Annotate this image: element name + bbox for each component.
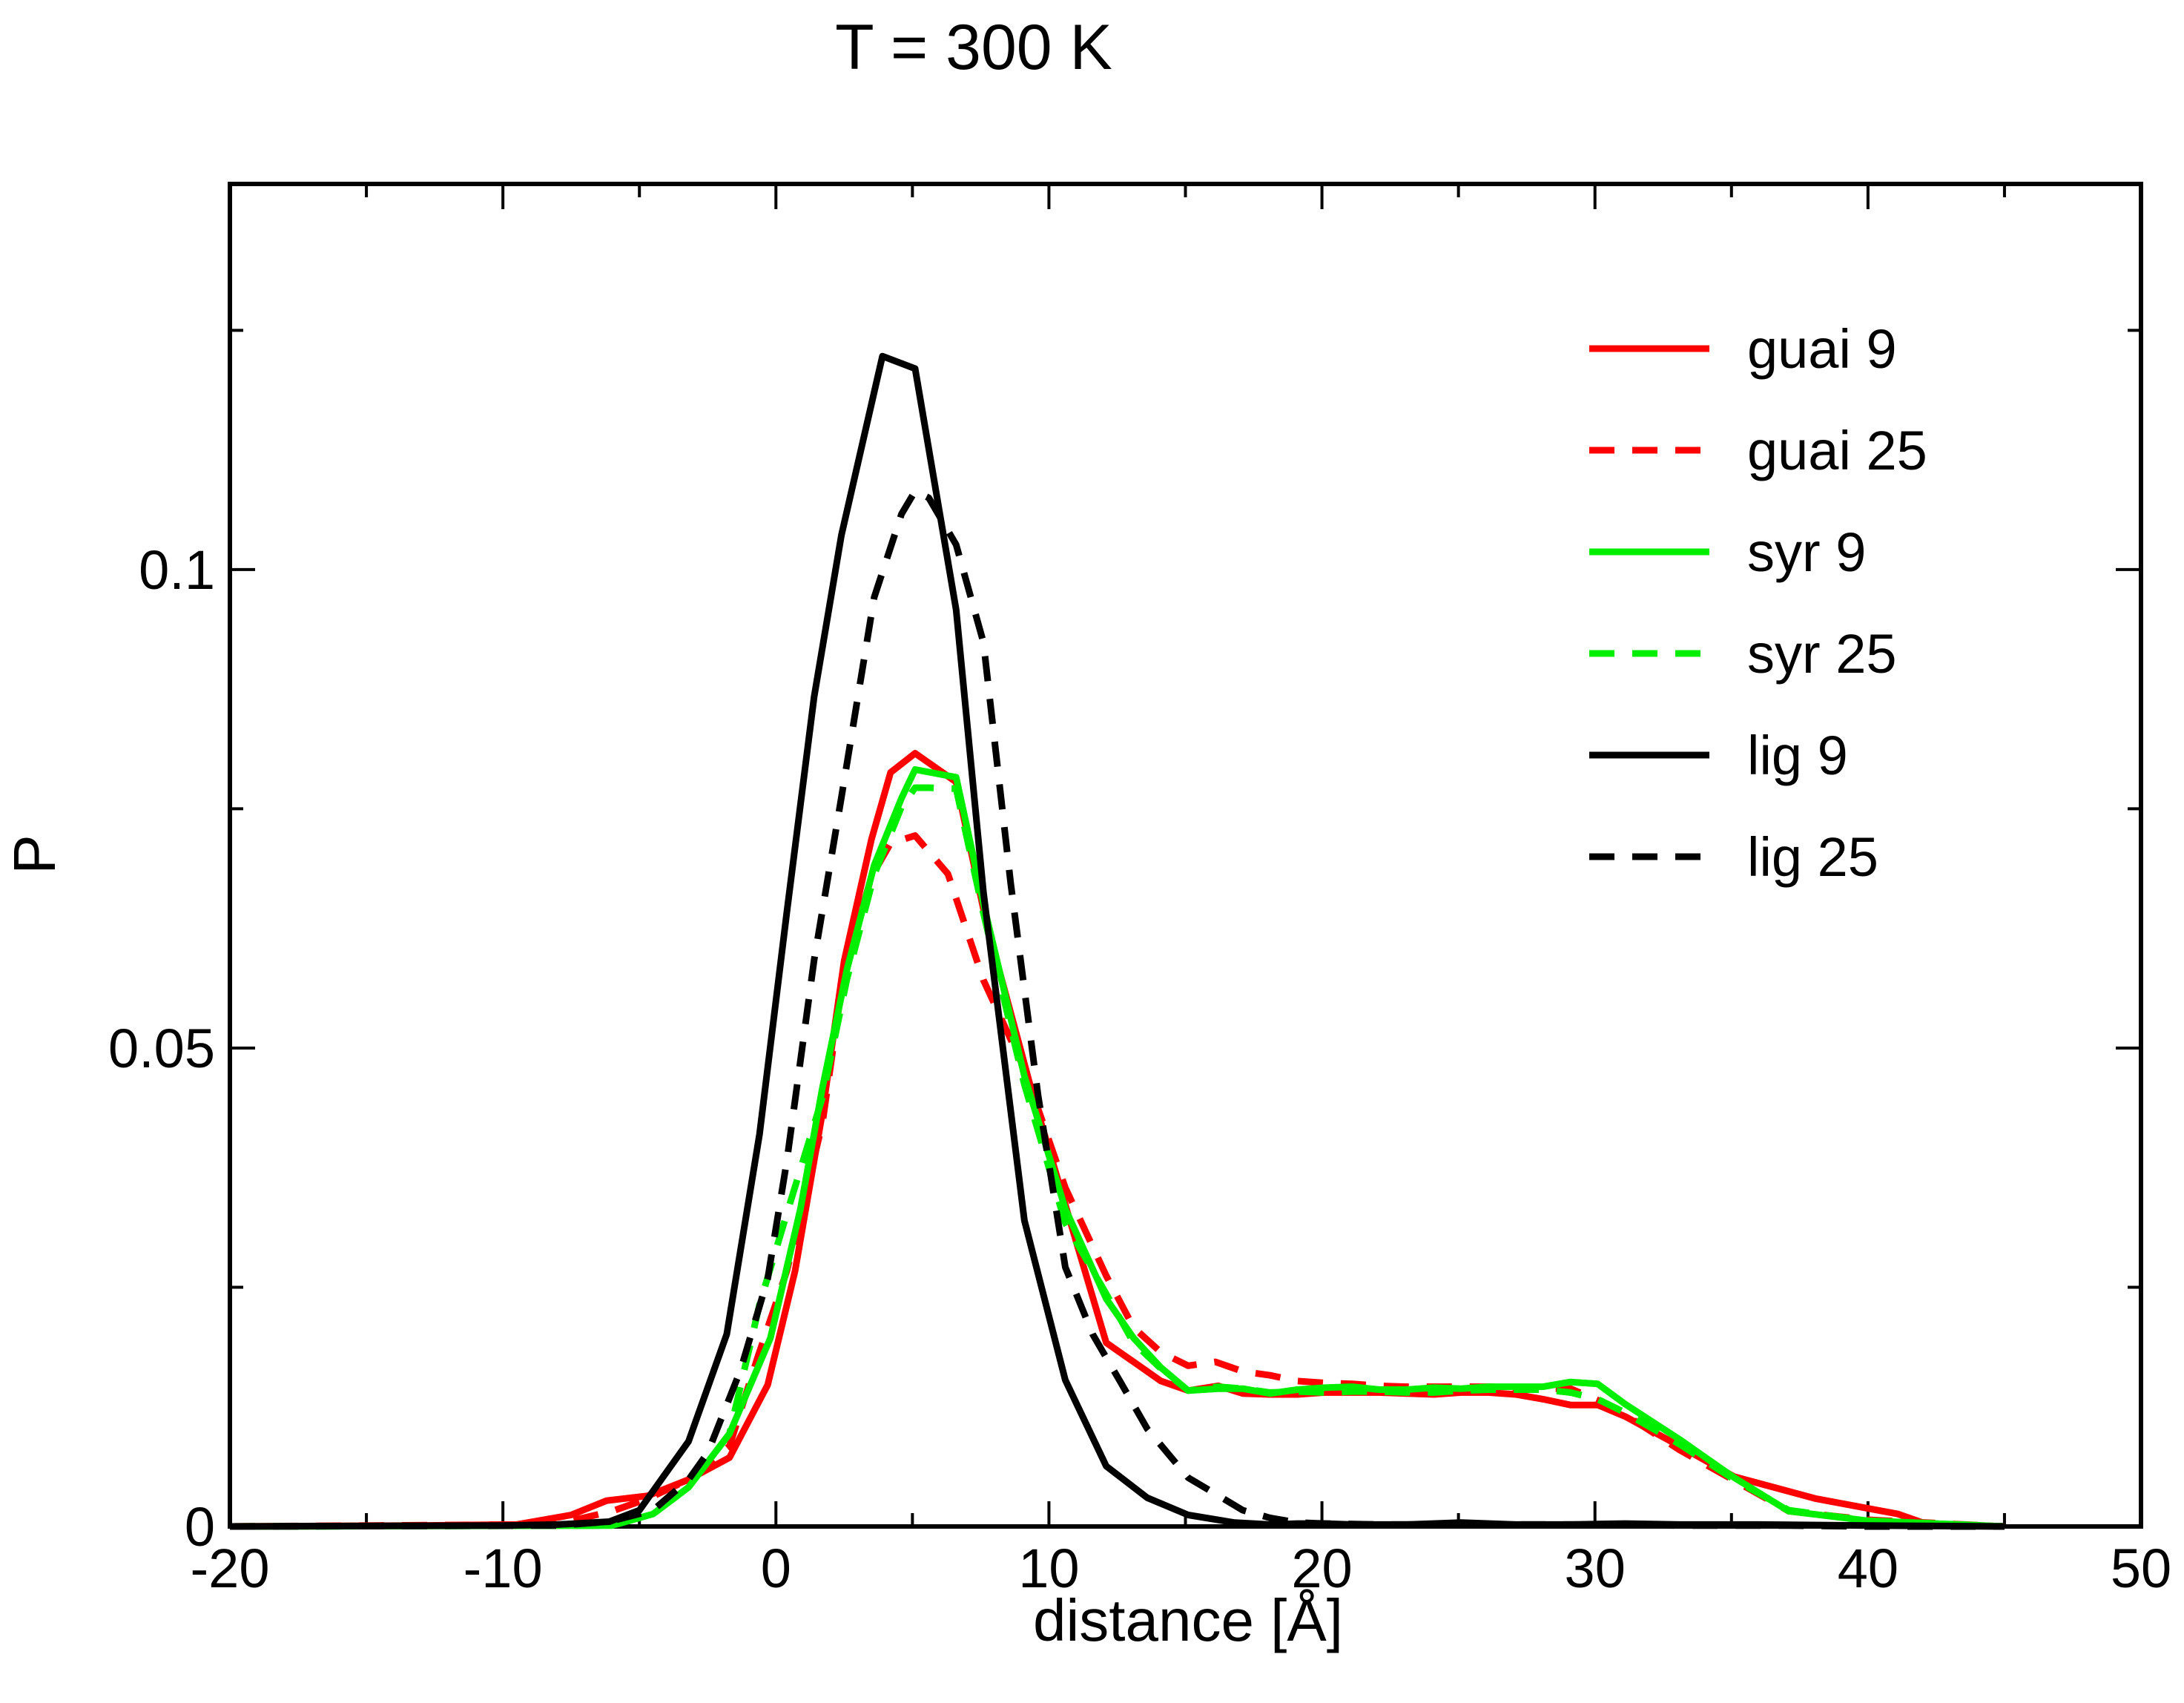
y-tick-label: 0 xyxy=(185,1496,215,1558)
legend: guai 9 guai 25 syr 9 syr 25 lig 9 lig 25 xyxy=(1589,318,1927,888)
x-tick-label: -20 xyxy=(191,1538,270,1599)
series-line-syr-9 xyxy=(229,766,2005,1530)
series-line-lig-25 xyxy=(229,487,2005,1530)
x-tick-label: 40 xyxy=(1838,1538,1898,1599)
y-tick-label: 0.1 xyxy=(139,539,215,601)
series-line-guai-9 xyxy=(229,750,2005,1530)
legend-label: guai 25 xyxy=(1747,420,1927,481)
series-line-guai-25 xyxy=(229,832,2005,1530)
x-tick-label: 0 xyxy=(761,1538,791,1599)
x-tick-label: 50 xyxy=(2111,1538,2171,1599)
x-tick-label: 10 xyxy=(1018,1538,1079,1599)
legend-label: syr 25 xyxy=(1747,623,1897,685)
x-tick-label: -10 xyxy=(463,1538,543,1599)
legend-label: lig 9 xyxy=(1747,725,1848,786)
chart-title: T = 300 K xyxy=(835,12,1112,83)
y-axis-label: P xyxy=(1,834,67,874)
series-lines xyxy=(229,352,2005,1530)
x-tick-label: 20 xyxy=(1291,1538,1352,1599)
legend-label: lig 25 xyxy=(1747,826,1878,888)
series-line-syr-25 xyxy=(229,784,2005,1530)
series-line-lig-9 xyxy=(229,352,2005,1530)
y-tick-label: 0.05 xyxy=(108,1018,215,1079)
axis-ticks: -20 -10 0 10 20 30 40 50 0 0.05 0.1 xyxy=(108,184,2171,1599)
legend-label: guai 9 xyxy=(1747,318,1897,380)
x-tick-label: 30 xyxy=(1565,1538,1626,1599)
legend-label: syr 9 xyxy=(1747,521,1866,583)
x-axis-label: distance [Å] xyxy=(1033,1587,1343,1653)
